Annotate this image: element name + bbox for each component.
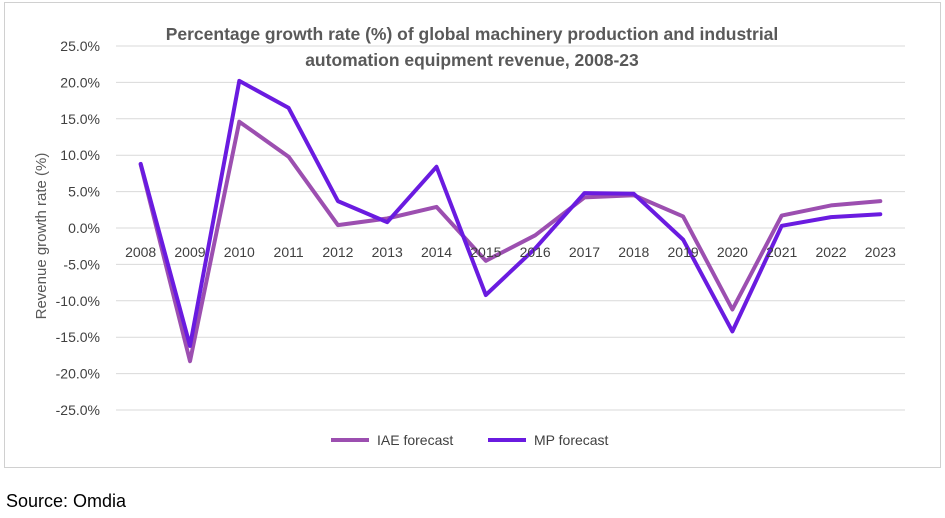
y-tick-label: -10.0%: [56, 293, 100, 309]
x-tick-label: 2017: [569, 244, 600, 260]
x-tick-label: 2019: [668, 244, 699, 260]
y-tick-label: 10.0%: [60, 147, 100, 163]
x-tick-label: 2010: [224, 244, 255, 260]
y-tick-label: -5.0%: [63, 256, 100, 272]
x-tick-label: 2016: [520, 244, 551, 260]
x-tick-label: 2021: [766, 244, 797, 260]
x-tick-label: 2015: [470, 244, 501, 260]
x-tick-label: 2011: [274, 244, 304, 260]
x-tick-label: 2022: [815, 244, 846, 260]
y-tick-label: 5.0%: [68, 184, 100, 200]
legend-item: MP forecast: [488, 432, 609, 448]
legend-item: IAE forecast: [331, 432, 453, 448]
x-tick-label: 2014: [421, 244, 452, 260]
x-tick-label: 2008: [125, 244, 156, 260]
y-tick-label: -20.0%: [56, 366, 100, 382]
y-tick-label: -15.0%: [56, 329, 100, 345]
y-tick-label: 25.0%: [60, 38, 100, 54]
y-tick-label: 15.0%: [60, 111, 100, 127]
x-tick-label: 2012: [322, 244, 353, 260]
series-line-mp-forecast: [138, 78, 883, 348]
legend-label: MP forecast: [534, 432, 609, 448]
series-line-iae-forecast: [138, 119, 883, 364]
source-note: Source: Omdia: [6, 491, 127, 511]
x-tick-label: 2020: [717, 244, 748, 260]
x-tick-label: 2018: [618, 244, 649, 260]
chart-title-line-2: automation equipment revenue, 2008-23: [305, 50, 639, 70]
y-tick-label: 20.0%: [60, 74, 100, 90]
legend-label: IAE forecast: [377, 432, 453, 448]
y-tick-label: 0.0%: [68, 220, 100, 236]
x-tick-label: 2009: [174, 244, 205, 260]
x-tick-label: 2023: [865, 244, 896, 260]
chart-title-line-1: Percentage growth rate (%) of global mac…: [166, 24, 779, 44]
y-axis-label: Revenue growth rate (%): [33, 153, 50, 320]
line-chart: Percentage growth rate (%) of global mac…: [33, 24, 905, 448]
x-tick-label: 2013: [372, 244, 403, 260]
y-tick-label: -25.0%: [56, 402, 100, 418]
